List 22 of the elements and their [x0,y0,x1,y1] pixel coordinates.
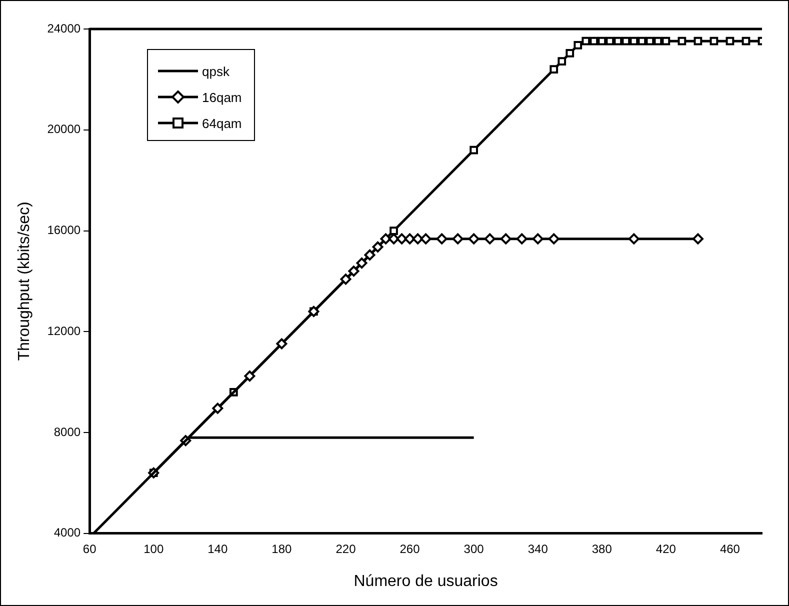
y-tick-label: 20000 [47,122,81,136]
x-tick-label: 460 [720,542,740,556]
x-tick-label: 100 [144,542,164,556]
y-tick-label: 4000 [54,526,81,540]
legend-label: qpsk [202,64,230,78]
y-tick-label: 12000 [47,324,81,338]
y-axis-title: Throughput (kbits/sec) [16,202,34,361]
y-tick-label: 8000 [54,424,81,439]
x-tick-label: 140 [208,542,228,556]
legend-label: 64qam [202,116,242,130]
x-tick-label: 60 [82,542,97,556]
x-tick-label: 380 [592,542,612,556]
x-tick-label: 260 [400,542,420,556]
x-tick-label: 220 [336,542,356,556]
x-axis-title: Número de usuarios [354,572,498,590]
y-tick-label: 16000 [47,223,81,238]
y-tick-label: 24000 [47,21,81,36]
x-tick-label: 180 [272,542,292,556]
legend-label: 16qam [202,90,242,104]
x-tick-label: 300 [464,542,484,556]
x-tick-label: 340 [528,542,548,556]
x-tick-label: 420 [656,542,676,556]
